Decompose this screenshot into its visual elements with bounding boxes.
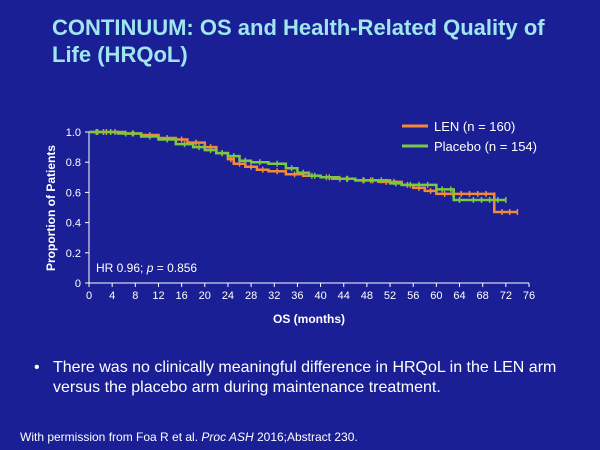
x-tick-label: 20 — [199, 290, 211, 302]
bullet-text: There was no clinically meaningful diffe… — [53, 359, 557, 396]
y-tick-label: 0.6 — [66, 187, 81, 199]
footnote-journal: Proc ASH — [201, 430, 254, 444]
y-tick-label: 0.4 — [66, 218, 81, 230]
x-tick-label: 8 — [132, 290, 138, 302]
os-chart: 0 4 8 12 16 20 24 28 32 36 40 44 48 52 56 60 64 68 72 7600.… — [44, 119, 537, 326]
x-tick-label: 56 — [407, 290, 419, 302]
citation-footnote: With permission from Foa R et al. Proc A… — [20, 430, 358, 444]
x-tick-label: 4 — [109, 290, 115, 302]
y-axis-label: Proportion of Patients — [44, 145, 58, 271]
x-axis-label: OS (months) — [273, 312, 345, 326]
y-tick-label: 1.0 — [66, 127, 81, 139]
x-tick-label: 36 — [291, 290, 303, 302]
x-tick-label: 12 — [152, 290, 164, 302]
y-tick-label: 0.8 — [66, 157, 81, 169]
x-tick-label: 68 — [477, 290, 489, 302]
y-tick-label: 0 — [75, 278, 81, 290]
footnote-prefix: With permission from Foa R et al. — [20, 430, 202, 444]
x-tick-label: 44 — [338, 290, 350, 302]
y-tick-label: 0.2 — [66, 248, 81, 260]
x-tick-label: 0 — [86, 290, 92, 302]
x-tick-label: 76 — [523, 290, 535, 302]
chart-series — [89, 129, 519, 216]
p-value: = 0.856 — [153, 261, 197, 275]
x-tick-label: 72 — [500, 290, 512, 302]
x-tick-label: 60 — [430, 290, 442, 302]
x-tick-label: 28 — [245, 290, 257, 302]
chart-axes: 0 4 8 12 16 20 24 28 32 36 40 44 48 52 56 60 64 68 72 7600.… — [66, 127, 535, 302]
x-tick-label: 32 — [268, 290, 280, 302]
footnote-suffix: 2016;Abstract 230. — [253, 430, 358, 444]
p-symbol: p — [146, 261, 154, 275]
x-tick-label: 48 — [361, 290, 373, 302]
hr-annotation: HR 0.96; p = 0.856 — [96, 261, 197, 275]
bullet-dot: • — [34, 359, 40, 376]
x-tick-label: 40 — [314, 290, 326, 302]
x-tick-label: 52 — [384, 290, 396, 302]
hr-prefix: HR 0.96; — [96, 261, 147, 275]
chart-legend: LEN (n = 160) Placebo (n = 154) — [402, 119, 537, 154]
x-tick-label: 16 — [176, 290, 188, 302]
slide-title: CONTINUUM: OS and Health-Related Quality… — [52, 15, 545, 67]
legend-label-0: LEN (n = 160) — [434, 119, 515, 134]
x-tick-label: 64 — [453, 290, 465, 302]
legend-label-1: Placebo (n = 154) — [434, 139, 537, 154]
x-tick-label: 24 — [222, 290, 234, 302]
